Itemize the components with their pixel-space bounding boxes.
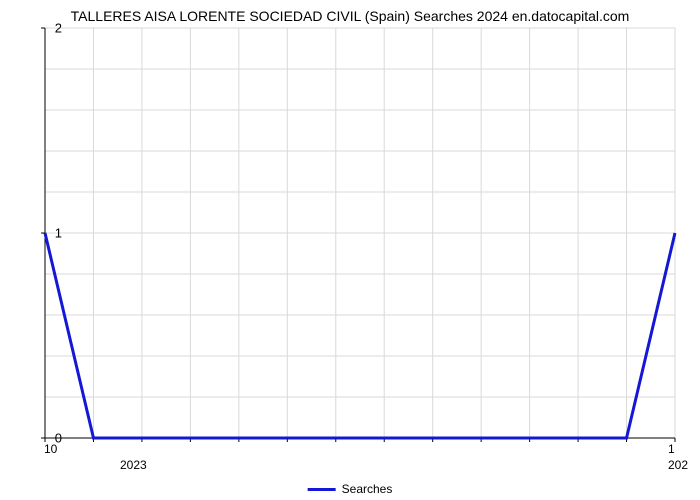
x-label-10: 10 [44,442,57,456]
x-label-1: 1 [668,442,675,456]
chart-area [45,28,675,438]
legend-swatch [308,488,336,491]
y-tick-2: 2 [55,21,62,36]
y-tick-1: 1 [55,226,62,241]
legend: Searches [308,482,393,496]
x-label-2023: 2023 [120,458,147,472]
chart-svg [45,28,675,438]
x-label-202: 202 [668,458,688,472]
chart-title: TALLERES AISA LORENTE SOCIEDAD CIVIL (Sp… [0,0,700,24]
legend-label: Searches [342,482,393,496]
